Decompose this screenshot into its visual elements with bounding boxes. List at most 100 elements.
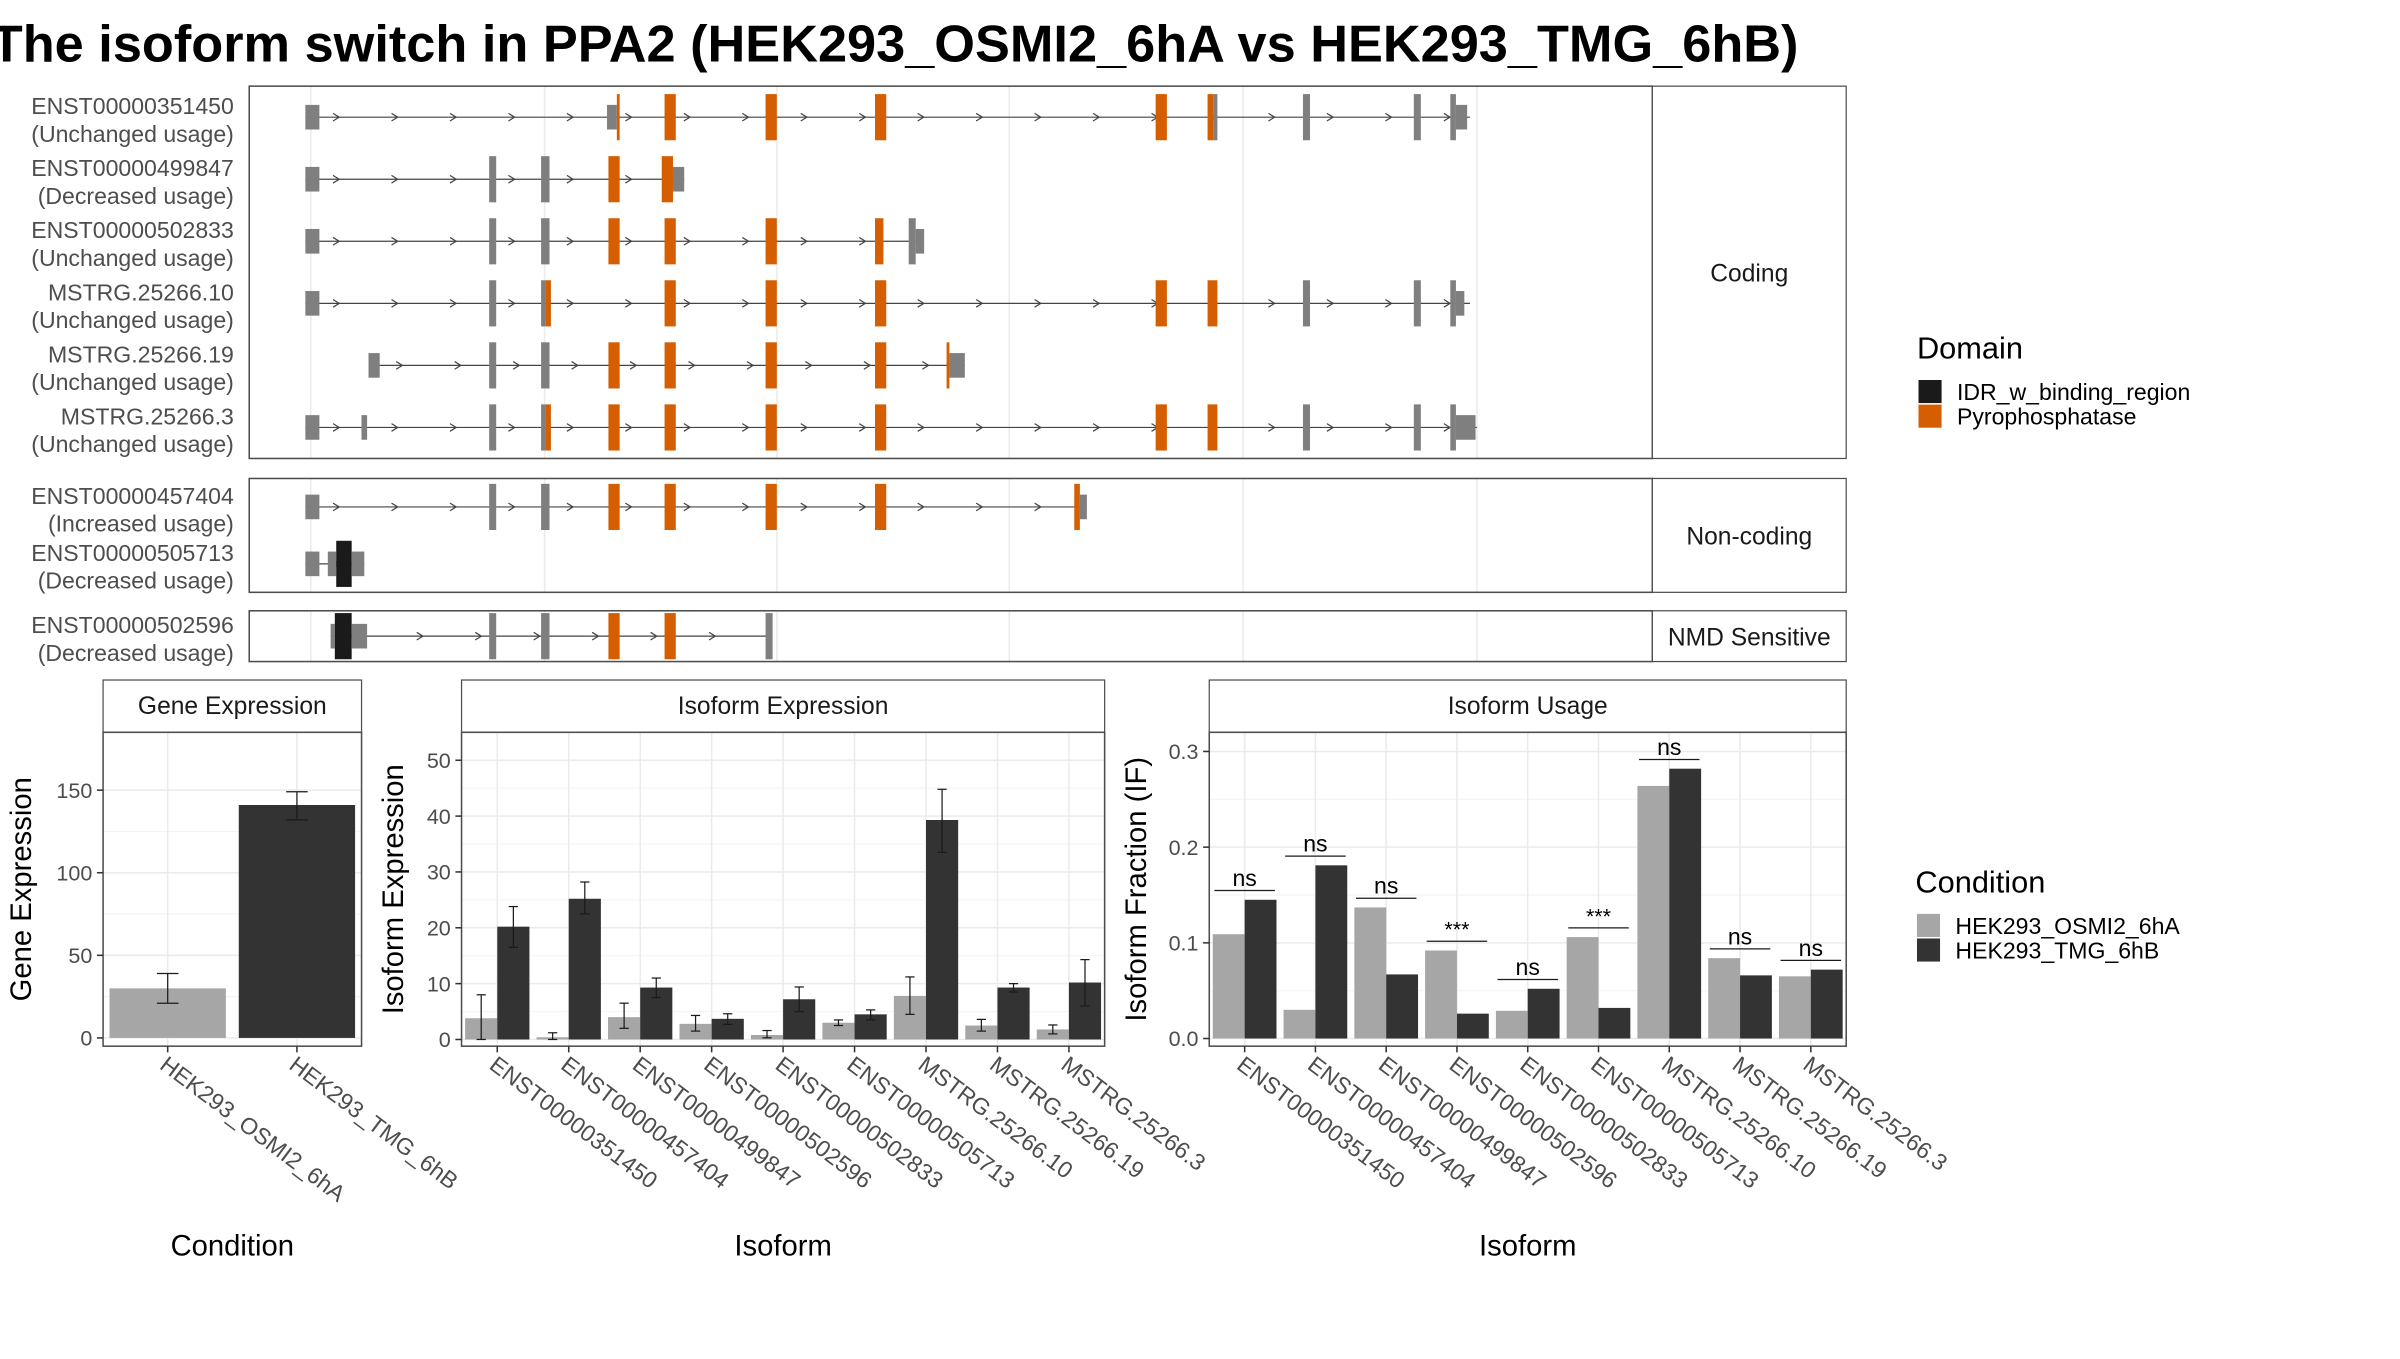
bar bbox=[965, 1025, 998, 1040]
exon-cds bbox=[1413, 94, 1421, 141]
exon-pyro bbox=[1207, 94, 1214, 141]
exon-utr bbox=[1455, 104, 1468, 130]
legend-key-idr bbox=[1918, 380, 1942, 404]
intron-arrow bbox=[800, 423, 809, 432]
exon-utr bbox=[368, 353, 380, 378]
intron-arrow bbox=[332, 112, 341, 122]
intron-arrow bbox=[858, 423, 867, 432]
chart-strip bbox=[460, 679, 1106, 733]
intron-arrow bbox=[1092, 423, 1101, 432]
intron-arrow bbox=[508, 112, 516, 122]
intron-arrow bbox=[1385, 423, 1393, 432]
exon-pyro bbox=[875, 483, 887, 531]
y-tick-label: 20 bbox=[427, 916, 451, 940]
exon-cds bbox=[489, 156, 497, 203]
intron-arrow bbox=[508, 423, 516, 432]
exon-cds bbox=[541, 342, 550, 389]
chart-panel-border bbox=[102, 731, 363, 1047]
bar bbox=[1598, 1007, 1631, 1039]
intron-arrow bbox=[917, 112, 925, 122]
x-axis-title: Isoform bbox=[734, 1230, 831, 1262]
exon-pyro bbox=[765, 218, 777, 265]
intron-arrow bbox=[391, 236, 399, 246]
exon-pyro bbox=[608, 483, 620, 531]
bar bbox=[1495, 1010, 1528, 1039]
chart-panel-border bbox=[460, 731, 1106, 1047]
transcript-id-label: ENST00000505713 bbox=[31, 540, 234, 566]
intron-arrow bbox=[332, 174, 341, 184]
x-axis-title: Isoform bbox=[1479, 1230, 1576, 1262]
exon-cds bbox=[489, 342, 497, 389]
significance-label: ns bbox=[1657, 734, 1681, 760]
intron-arrow bbox=[683, 423, 692, 432]
y-tick-label: 100 bbox=[56, 861, 92, 885]
exon-cds bbox=[489, 280, 497, 327]
intron-arrow bbox=[1268, 298, 1276, 308]
exon-pyro bbox=[664, 613, 676, 660]
intron-arrow bbox=[449, 174, 458, 184]
y-axis-title: Gene Expression bbox=[6, 777, 38, 1001]
bar bbox=[1456, 1013, 1489, 1039]
intron-arrow bbox=[566, 423, 575, 432]
bar bbox=[1244, 899, 1277, 1039]
intron-arrow bbox=[332, 298, 341, 308]
exon-cds bbox=[541, 613, 550, 660]
bar bbox=[1283, 1009, 1316, 1039]
exon-pyro bbox=[875, 218, 884, 265]
intron-arrow bbox=[391, 112, 399, 122]
exon-cds bbox=[489, 218, 497, 265]
significance-label: ns bbox=[1799, 935, 1823, 961]
exon-pyro bbox=[875, 404, 887, 451]
exon-pyro bbox=[875, 342, 887, 389]
bar bbox=[711, 1018, 744, 1040]
intron-arrow bbox=[332, 236, 341, 246]
y-tick-label: 30 bbox=[427, 861, 451, 885]
legend-label-idr: IDR_w_binding_region bbox=[1957, 379, 2190, 405]
exon-cds bbox=[489, 404, 497, 451]
intron-arrow bbox=[863, 361, 872, 370]
bar bbox=[1669, 768, 1702, 1039]
y-tick-label: 150 bbox=[56, 779, 92, 803]
bar bbox=[1637, 785, 1670, 1039]
exon-pyro bbox=[664, 94, 676, 141]
exon-cds bbox=[1302, 280, 1310, 327]
significance-label: *** bbox=[1586, 904, 1612, 928]
intron-arrow bbox=[625, 236, 633, 246]
intron-arrow bbox=[566, 502, 575, 512]
structure-strip bbox=[1651, 610, 1847, 663]
exon-pyro bbox=[1155, 404, 1167, 451]
bar bbox=[1810, 969, 1843, 1039]
intron-arrow bbox=[566, 112, 575, 122]
exon-cds bbox=[1413, 404, 1421, 451]
exon-pyro bbox=[616, 94, 620, 141]
intron-arrow bbox=[800, 112, 809, 122]
intron-arrow bbox=[800, 502, 809, 512]
legend-label-osmi2: HEK293_OSMI2_6hA bbox=[1955, 913, 2180, 939]
exon-pyro bbox=[664, 404, 676, 451]
exon-pyro bbox=[765, 483, 777, 531]
y-tick-label: 0 bbox=[80, 1027, 92, 1051]
bar bbox=[1527, 988, 1560, 1039]
intron-arrow bbox=[650, 631, 658, 641]
y-tick-label: 40 bbox=[427, 805, 451, 829]
intron-arrow bbox=[741, 112, 750, 122]
exon-cds bbox=[908, 218, 916, 265]
intron-arrow bbox=[1443, 298, 1452, 308]
exon-idr bbox=[334, 613, 352, 660]
transcript-id-label: ENST00000351450 bbox=[31, 93, 234, 119]
exon-utr bbox=[351, 623, 368, 649]
exon-pyro bbox=[1207, 280, 1218, 327]
intron-arrow bbox=[741, 298, 750, 308]
exon-utr bbox=[305, 291, 320, 316]
intron-arrow bbox=[391, 298, 399, 308]
transcript-usage-label: (Unchanged usage) bbox=[31, 307, 234, 333]
intron-arrow bbox=[591, 631, 600, 641]
exon-pyro bbox=[608, 404, 620, 451]
intron-arrow bbox=[975, 423, 984, 432]
intron-arrow bbox=[566, 236, 575, 246]
intron-arrow bbox=[800, 298, 809, 308]
exon-pyro bbox=[608, 218, 620, 265]
y-tick-label: 0.3 bbox=[1169, 740, 1199, 764]
